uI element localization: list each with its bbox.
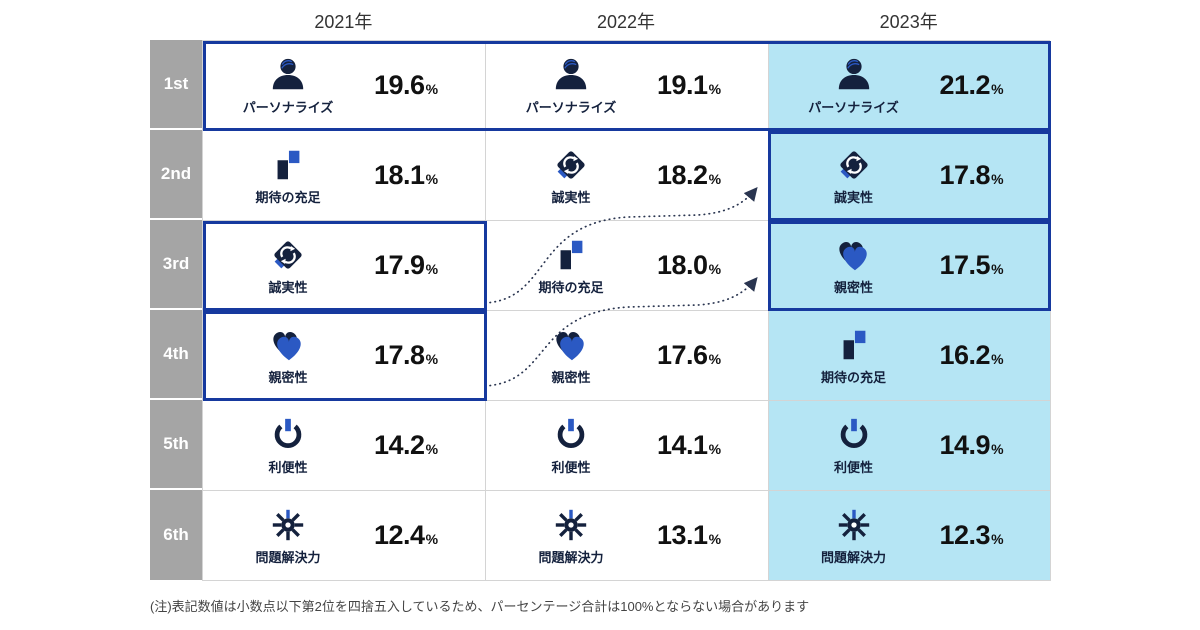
cell-2022-rank4: 親密性 17.6% bbox=[486, 311, 769, 401]
ranking-table: 1st 2nd 3rd 4th 5th 6th パーソナライズ 19.6% パー… bbox=[150, 40, 1051, 581]
sync-diamond-icon bbox=[552, 146, 590, 184]
sync-diamond-icon bbox=[269, 236, 307, 274]
ranking-grid: パーソナライズ 19.6% パーソナライズ 19.1% パーソナライズ 21.2… bbox=[202, 40, 1051, 581]
cell-2021-rank2: 期待の充足 18.1% bbox=[203, 131, 486, 221]
power-icon bbox=[552, 416, 590, 454]
cell-2023-rank5: 利便性 14.9% bbox=[769, 401, 1051, 491]
percentage-value: 16.2% bbox=[939, 340, 1004, 370]
percentage-value: 14.1% bbox=[657, 430, 722, 460]
heart-icon bbox=[269, 326, 307, 364]
percentage-value: 14.2% bbox=[374, 430, 439, 460]
power-icon bbox=[835, 416, 873, 454]
rank-label-2nd: 2nd bbox=[150, 130, 202, 220]
rank-label-4th: 4th bbox=[150, 310, 202, 400]
cell-2023-rank4: 期待の充足 16.2% bbox=[769, 311, 1051, 401]
percentage-value: 18.0% bbox=[657, 250, 722, 280]
heart-icon bbox=[552, 326, 590, 364]
attribute-label: 親密性 bbox=[833, 279, 873, 295]
attribute-label: 利便性 bbox=[551, 459, 591, 475]
cell-2023-rank2: 誠実性 17.8% bbox=[769, 131, 1051, 221]
percentage-value: 14.9% bbox=[939, 430, 1004, 460]
attribute-label: パーソナライズ bbox=[525, 99, 617, 115]
attribute-label: 親密性 bbox=[268, 369, 308, 385]
percentage-value: 17.5% bbox=[939, 250, 1004, 280]
rank-label-6th: 6th bbox=[150, 490, 202, 580]
attribute-label: 利便性 bbox=[833, 459, 873, 475]
attribute-label: 親密性 bbox=[551, 369, 591, 385]
rank-label-5th: 5th bbox=[150, 400, 202, 490]
percentage-value: 19.1% bbox=[657, 70, 722, 100]
year-header-row: 2021年 2022年 2023年 bbox=[202, 8, 1050, 34]
cell-2021-rank1: パーソナライズ 19.6% bbox=[203, 41, 486, 131]
percentage-value: 18.2% bbox=[657, 160, 722, 190]
attribute-label: 期待の充足 bbox=[538, 279, 604, 295]
attribute-label: 問題解決力 bbox=[538, 549, 604, 565]
attribute-label: 問題解決力 bbox=[255, 549, 321, 565]
cell-2022-rank5: 利便性 14.1% bbox=[486, 401, 769, 491]
attribute-label: 誠実性 bbox=[268, 279, 308, 295]
cell-2023-rank1: パーソナライズ 21.2% bbox=[769, 41, 1051, 131]
cell-2021-rank4: 親密性 17.8% bbox=[203, 311, 486, 401]
year-label-2022: 2022年 bbox=[596, 12, 656, 32]
power-icon bbox=[269, 416, 307, 454]
attribute-label: パーソナライズ bbox=[808, 99, 899, 115]
heart-icon bbox=[835, 236, 873, 274]
attribute-label: 期待の充足 bbox=[255, 189, 321, 205]
attribute-label: パーソナライズ bbox=[242, 99, 334, 115]
percentage-value: 13.1% bbox=[657, 520, 722, 550]
person-icon bbox=[552, 56, 590, 94]
attribute-label: 問題解決力 bbox=[820, 549, 886, 565]
cell-2023-rank6: 問題解決力 12.3% bbox=[769, 491, 1051, 581]
percentage-value: 17.8% bbox=[939, 160, 1004, 190]
bar-chart-icon bbox=[835, 326, 873, 364]
cell-2021-rank5: 利便性 14.2% bbox=[203, 401, 486, 491]
percentage-value: 17.8% bbox=[374, 340, 439, 370]
percentage-value: 17.9% bbox=[374, 250, 439, 280]
person-icon bbox=[835, 56, 873, 94]
cell-2022-rank3: 期待の充足 18.0% bbox=[486, 221, 769, 311]
bar-chart-icon bbox=[269, 146, 307, 184]
cell-2021-rank3: 誠実性 17.9% bbox=[203, 221, 486, 311]
rank-label-1st: 1st bbox=[150, 40, 202, 130]
cell-2022-rank1: パーソナライズ 19.1% bbox=[486, 41, 769, 131]
percentage-value: 21.2% bbox=[939, 70, 1004, 100]
percentage-value: 18.1% bbox=[374, 160, 439, 190]
gear-burst-icon bbox=[269, 506, 307, 544]
percentage-value: 19.6% bbox=[374, 70, 439, 100]
person-icon bbox=[269, 56, 307, 94]
cell-2022-rank2: 誠実性 18.2% bbox=[486, 131, 769, 221]
gear-burst-icon bbox=[552, 506, 590, 544]
percentage-value: 17.6% bbox=[657, 340, 722, 370]
rank-label-3rd: 3rd bbox=[150, 220, 202, 310]
sync-diamond-icon bbox=[835, 146, 873, 184]
cell-2023-rank3: 親密性 17.5% bbox=[769, 221, 1051, 311]
cell-2021-rank6: 問題解決力 12.4% bbox=[203, 491, 486, 581]
attribute-label: 誠実性 bbox=[833, 189, 873, 205]
percentage-value: 12.4% bbox=[374, 520, 439, 550]
attribute-label: 期待の充足 bbox=[820, 369, 886, 385]
attribute-label: 利便性 bbox=[268, 459, 308, 475]
rank-column: 1st 2nd 3rd 4th 5th 6th bbox=[150, 40, 202, 581]
footnote: (注)表記数値は小数点以下第2位を四捨五入しているため、パーセンテージ合計は10… bbox=[150, 599, 810, 614]
cell-2022-rank6: 問題解決力 13.1% bbox=[486, 491, 769, 581]
year-label-2021: 2021年 bbox=[314, 12, 373, 32]
attribute-label: 誠実性 bbox=[551, 189, 591, 205]
gear-burst-icon bbox=[835, 506, 873, 544]
percentage-value: 12.3% bbox=[939, 520, 1004, 550]
bar-chart-icon bbox=[552, 236, 590, 274]
year-label-2023: 2023年 bbox=[879, 12, 938, 32]
